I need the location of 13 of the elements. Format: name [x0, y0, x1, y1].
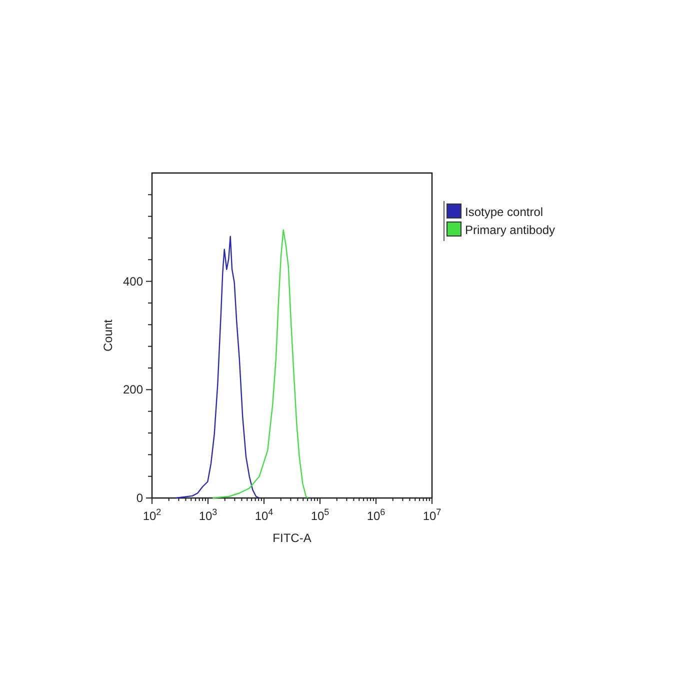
y-tick-label: 400	[122, 274, 144, 288]
legend-label: Primary antibody	[465, 223, 556, 237]
y-axis-title: Count	[101, 318, 115, 352]
y-tick-label: 0	[136, 491, 144, 505]
x-tick-label: 10$^{3}$	[198, 507, 218, 523]
x-tick-label: 10$^{5}$	[310, 507, 330, 523]
x-tick-label: 10$^{7}$	[422, 507, 442, 523]
y-tick-label: 200	[122, 382, 144, 397]
legend-label: Isotype control	[465, 205, 544, 219]
x-tick-label: 10$^{2}$	[142, 507, 162, 523]
x-tick-label: 10$^{4}$	[254, 507, 274, 523]
x-axis-title: FITC-A	[272, 531, 312, 545]
x-tick-label: 10$^{6}$	[366, 507, 386, 523]
